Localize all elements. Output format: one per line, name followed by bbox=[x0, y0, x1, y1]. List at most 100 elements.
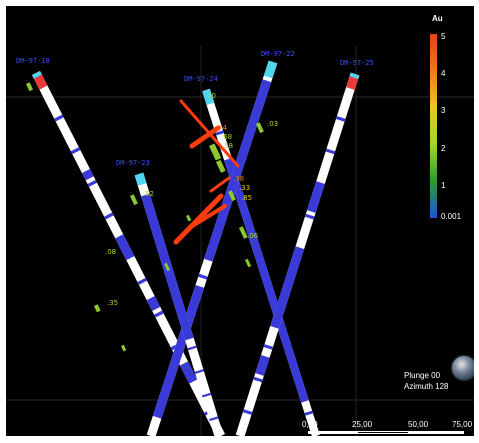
assay-interval bbox=[70, 147, 81, 155]
high-grade-interval bbox=[173, 193, 224, 245]
high-grade-interval bbox=[189, 125, 221, 149]
assay-label: .68 bbox=[221, 133, 232, 141]
high-grade-interval bbox=[209, 176, 231, 193]
collar-cap bbox=[349, 72, 360, 79]
assay-interval bbox=[263, 344, 274, 350]
drillhole-scene[interactable]: DM-97-18 DM-97-24 DM-97-22 DM-97-23 DM-9… bbox=[6, 6, 474, 436]
assay-label: .38 bbox=[233, 175, 244, 183]
assay-interval bbox=[187, 307, 197, 314]
assay-interval bbox=[165, 374, 175, 381]
assay-interval bbox=[201, 392, 212, 398]
assay-label: .06 bbox=[247, 232, 259, 240]
assay-label: 52 bbox=[145, 190, 154, 198]
assay-interval bbox=[254, 254, 264, 261]
assay-label: .08 bbox=[105, 248, 116, 256]
assay-interval bbox=[220, 206, 230, 213]
assay-speck bbox=[255, 122, 264, 134]
assay-label: 10 bbox=[207, 92, 216, 100]
assay-interval bbox=[144, 204, 154, 209]
assay-interval bbox=[165, 274, 176, 280]
hole-label-dm-97-23: DM-97-23 bbox=[116, 159, 150, 167]
assay-interval bbox=[255, 354, 270, 376]
assay-interval bbox=[154, 310, 164, 318]
assay-interval bbox=[152, 285, 205, 419]
assay-speck bbox=[209, 143, 222, 161]
assay-interval bbox=[173, 298, 183, 304]
assay-interval bbox=[151, 227, 161, 233]
assay-label: .58 bbox=[222, 142, 233, 150]
assay-interval bbox=[273, 311, 284, 318]
assay-interval bbox=[158, 251, 168, 257]
assay-interval bbox=[284, 348, 294, 354]
assay-interval bbox=[294, 246, 305, 253]
drillhole-dm-97-22 bbox=[146, 60, 278, 436]
assay-label: .33 bbox=[239, 184, 250, 192]
high-grade-interval bbox=[187, 204, 227, 230]
plunge-readout: Plunge 00 bbox=[404, 371, 441, 380]
azimuth-readout: Azimuth 128 bbox=[404, 382, 449, 391]
scale-segment bbox=[408, 431, 464, 434]
assay-interval bbox=[231, 172, 241, 179]
assay-interval bbox=[242, 139, 252, 145]
assay-specks bbox=[25, 82, 264, 352]
assay-label: .03 bbox=[267, 120, 278, 128]
assay-speck bbox=[245, 258, 252, 268]
orientation-globe-icon[interactable] bbox=[452, 356, 474, 380]
scale-label: 25,00 bbox=[352, 420, 373, 429]
collar-segment bbox=[263, 60, 278, 79]
assay-interval bbox=[137, 277, 147, 285]
assay-interval bbox=[264, 286, 274, 292]
legend-tick: 4 bbox=[441, 69, 446, 78]
assay-interval bbox=[204, 79, 272, 262]
drillholes-layer bbox=[31, 60, 360, 436]
assay-speck bbox=[25, 82, 34, 92]
hole-label-dm-97-25: DM-97-25 bbox=[340, 59, 374, 67]
legend-title: Au bbox=[432, 14, 443, 23]
assay-interval bbox=[154, 408, 164, 415]
au-color-legend: Au 5 4 3 2 1 0.001 bbox=[430, 14, 466, 226]
assay-label: .74 bbox=[216, 124, 228, 132]
assay-speck bbox=[121, 344, 127, 352]
drillhole-dm-97-25 bbox=[235, 72, 360, 436]
assay-interval bbox=[209, 240, 219, 246]
legend-tick: 5 bbox=[441, 32, 446, 41]
assay-interval bbox=[54, 114, 64, 122]
scale-label: 0,00 bbox=[302, 420, 318, 429]
assay-interval bbox=[225, 161, 234, 167]
scale-bar: 0,00 25,00 50,00 75,00 bbox=[302, 420, 474, 436]
assay-interval bbox=[81, 168, 94, 181]
assay-speck bbox=[164, 262, 171, 272]
3d-viewport[interactable]: DM-97-18 DM-97-24 DM-97-22 DM-97-23 DM-9… bbox=[6, 6, 474, 436]
hole-label-dm-97-22: DM-97-22 bbox=[261, 50, 295, 58]
assay-interval bbox=[146, 296, 161, 311]
scale-label: 75,00 bbox=[452, 420, 473, 429]
hole-label-dm-97-24: DM-97-24 bbox=[184, 75, 218, 83]
assay-interval bbox=[198, 273, 208, 280]
assay-interval bbox=[325, 148, 336, 155]
assay-interval bbox=[187, 345, 197, 351]
scale-segment bbox=[358, 431, 408, 434]
assay-interval bbox=[335, 116, 346, 122]
assay-interval bbox=[194, 369, 204, 374]
assay-speck bbox=[216, 159, 226, 173]
assay-interval bbox=[253, 376, 263, 383]
assay-interval bbox=[294, 379, 304, 385]
assay-interval bbox=[120, 245, 131, 253]
assay-interval bbox=[215, 130, 224, 136]
assay-speck bbox=[239, 226, 248, 239]
assay-interval bbox=[304, 213, 315, 220]
assay-speck bbox=[93, 304, 101, 313]
drillhole-dm-97-18 bbox=[31, 70, 226, 436]
assay-interval bbox=[235, 192, 244, 198]
assay-interval bbox=[245, 223, 254, 229]
assay-interval bbox=[315, 181, 325, 187]
assay-speck bbox=[186, 214, 192, 222]
legend-tick: 2 bbox=[441, 144, 446, 153]
assay-interval bbox=[187, 375, 197, 383]
high-grade-markers bbox=[173, 99, 240, 245]
assay-interval bbox=[87, 179, 97, 187]
assay-interval bbox=[176, 341, 186, 347]
assay-label: .85 bbox=[241, 194, 252, 202]
hole-label-dm-97-18: DM-97-18 bbox=[16, 57, 50, 65]
assay-interval bbox=[307, 181, 325, 213]
